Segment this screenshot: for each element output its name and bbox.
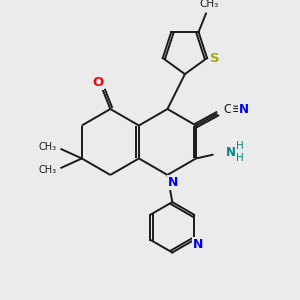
Text: CH₃: CH₃ bbox=[39, 165, 57, 175]
Text: H: H bbox=[236, 154, 244, 164]
Text: N: N bbox=[238, 103, 249, 116]
Text: O: O bbox=[92, 76, 103, 89]
Text: H: H bbox=[236, 141, 244, 151]
Text: CH₃: CH₃ bbox=[39, 142, 57, 152]
Text: S: S bbox=[210, 52, 220, 64]
Text: CH₃: CH₃ bbox=[200, 0, 219, 9]
Text: C: C bbox=[223, 103, 231, 116]
Text: ≡: ≡ bbox=[232, 103, 242, 116]
Text: N: N bbox=[226, 146, 236, 159]
Text: N: N bbox=[193, 238, 203, 251]
Text: N: N bbox=[168, 176, 178, 189]
